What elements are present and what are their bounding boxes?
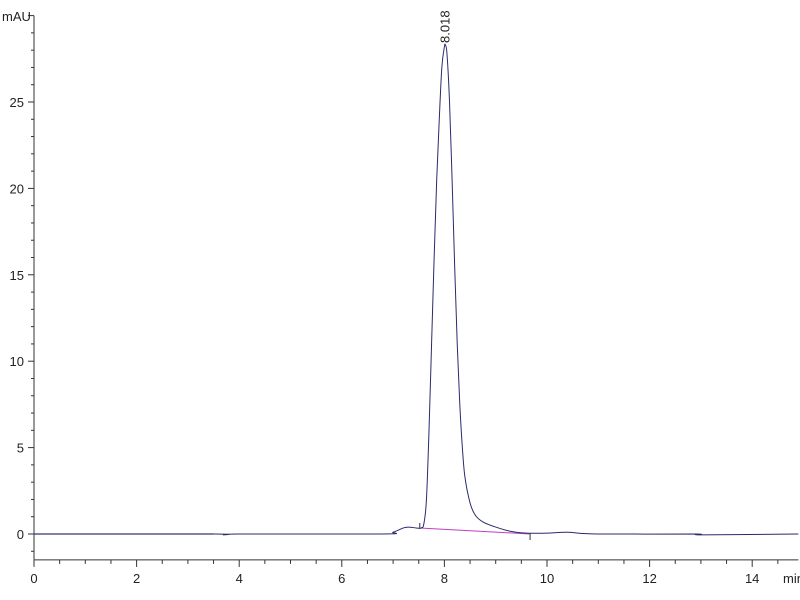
axes: 0 5 10 15 20 25 0 2 4 6 8 10 12 14 [10, 15, 799, 586]
x-tick-label: 12 [642, 571, 656, 586]
y-tick-label: 25 [10, 95, 24, 110]
y-tick-label: 15 [10, 268, 24, 283]
x-tick-label: 6 [338, 571, 345, 586]
signal-trace [33, 43, 799, 536]
y-tick-label: 0 [17, 527, 24, 542]
y-tick-label: 20 [10, 181, 24, 196]
x-axis-label: min [783, 571, 800, 586]
x-tick-label: 10 [540, 571, 554, 586]
y-tick-label: 10 [10, 354, 24, 369]
y-axis-label: mAU [2, 9, 31, 24]
peak-labels: 8.018 [437, 10, 452, 43]
x-tick-label: 14 [745, 571, 759, 586]
x-tick-label: 2 [133, 571, 140, 586]
integration-baseline [419, 527, 531, 535]
y-tick-label: 5 [17, 441, 24, 456]
x-tick-label: 8 [441, 571, 448, 586]
x-tick-label: 0 [30, 571, 37, 586]
x-tick-label: 4 [236, 571, 243, 586]
peak-label: 8.018 [437, 10, 452, 43]
